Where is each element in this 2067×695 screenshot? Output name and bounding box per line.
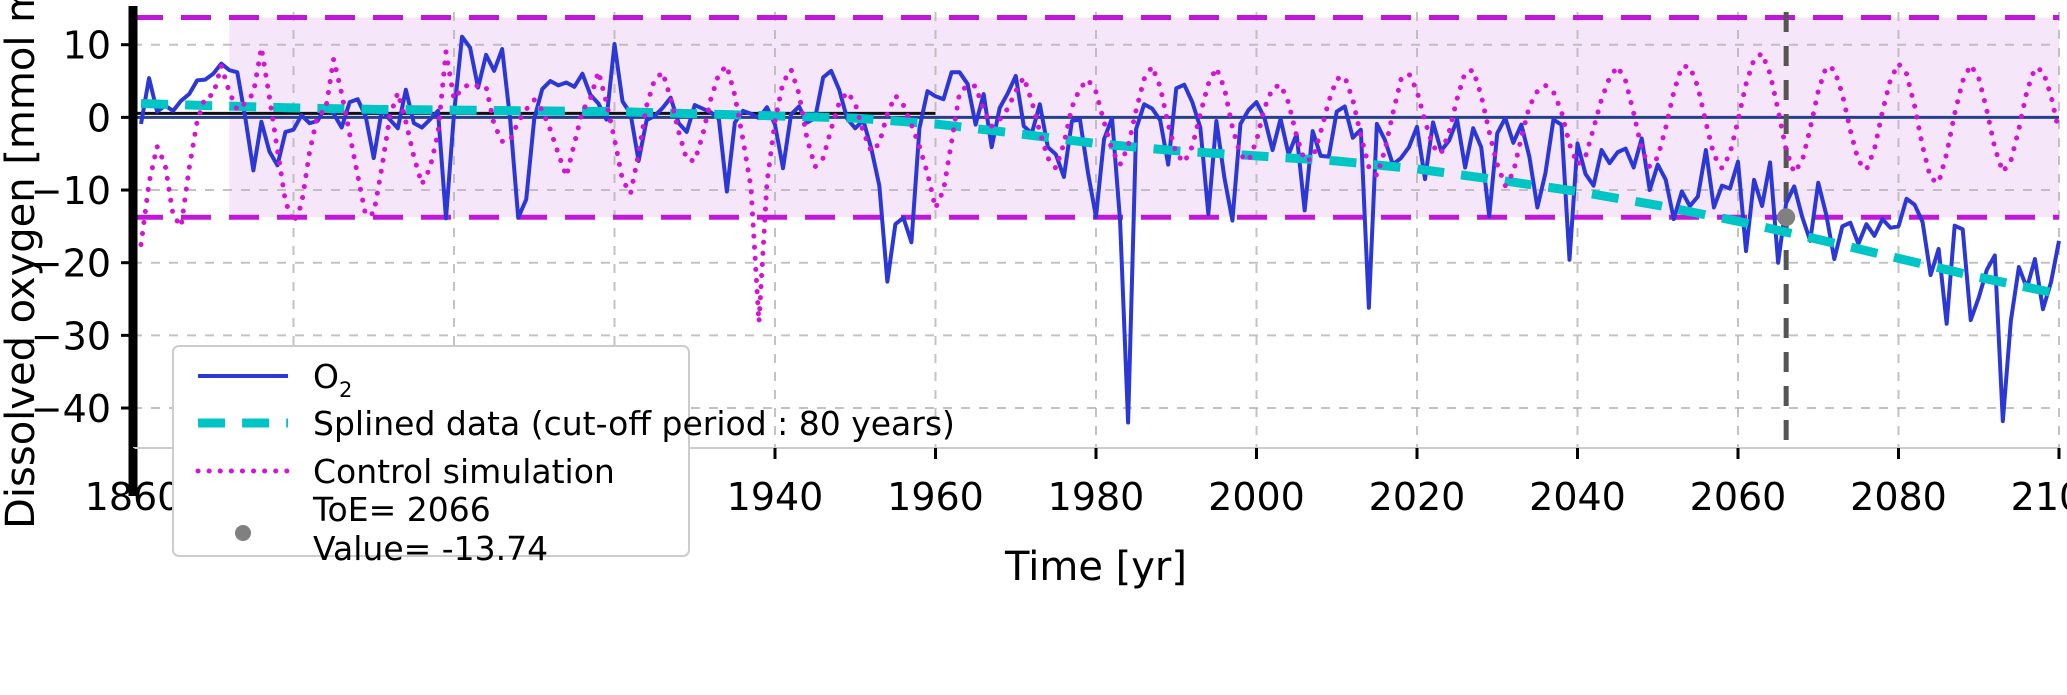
y-tick-label: 10 (63, 24, 111, 68)
x-tick-label: 2020 (1369, 475, 1466, 519)
x-tick-label: 2080 (1850, 475, 1947, 519)
legend-label-splined: Splined data (cut-off period : 80 years) (313, 404, 955, 443)
y-tick-label: −30 (31, 314, 111, 358)
x-tick-label: 1860 (85, 475, 182, 519)
y-tick-label: −20 (31, 242, 111, 286)
series-line-1 (139, 34, 2061, 425)
x-tick-label: 2100 (2011, 475, 2067, 519)
toe-marker (1777, 208, 1796, 227)
series-line-3 (138, 45, 2062, 325)
y-tick-label: 0 (87, 96, 111, 140)
y-axis-title: Dissolved oxygen [mmol m⁻³] (0, 0, 44, 529)
legend-label-control: Control simulation (313, 452, 615, 491)
y-tick-label: −10 (31, 169, 111, 213)
x-axis-title: Time [yr] (1004, 544, 1187, 590)
legend-box (172, 345, 690, 557)
legend-label-toe-year: ToE= 2066 (312, 490, 491, 529)
x-tick-label: 2000 (1208, 475, 1305, 519)
x-tick-label: 2060 (1690, 475, 1787, 519)
legend-label-toe-value: Value= -13.74 (313, 529, 548, 568)
x-tick-label: 2040 (1529, 475, 1626, 519)
y-tick-label: −40 (31, 387, 111, 431)
legend-toe-marker (235, 525, 251, 541)
x-tick-label: 1980 (1048, 475, 1145, 519)
x-tick-label: 1940 (727, 475, 824, 519)
series-line-2 (140, 99, 2060, 299)
x-tick-label: 1960 (887, 475, 984, 519)
